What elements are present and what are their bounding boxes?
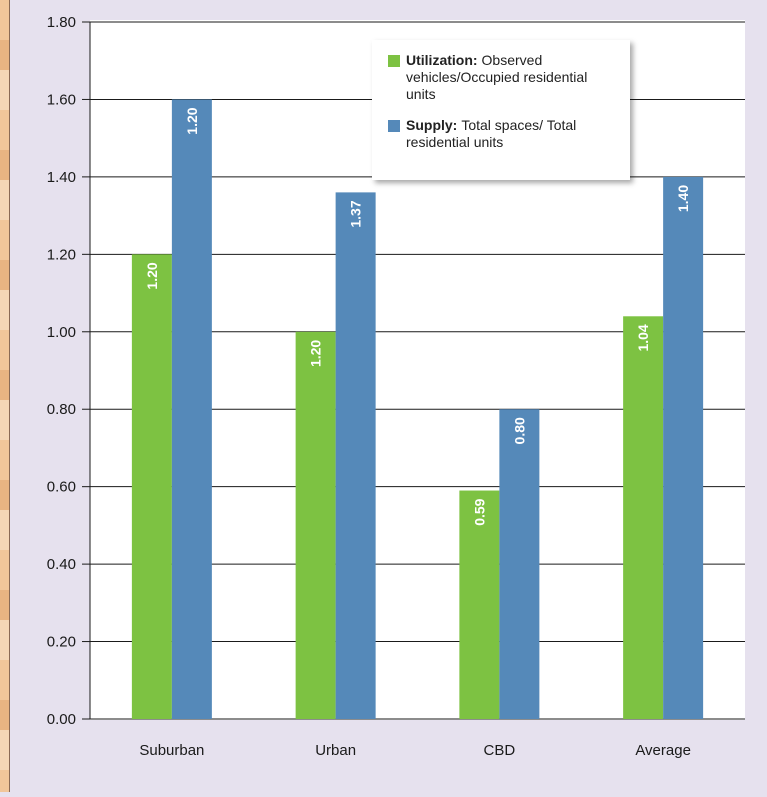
y-tick-label: 0.80: [47, 401, 76, 418]
bar-supply: [335, 192, 376, 719]
bar-labels: 1.20 1.20 1.20 1.37 0.59 0.80 1.04 1.40: [144, 107, 691, 526]
y-tick-label: 0.20: [47, 634, 76, 651]
chart-legend: Utilization: Observed vehicles/Occupied r…: [372, 40, 630, 180]
y-tick-label: 0.40: [47, 556, 76, 573]
x-category-label: Average: [635, 742, 691, 759]
x-category-label: CBD: [484, 742, 516, 759]
bar-utilization: [295, 331, 336, 719]
bar-utilization: [459, 490, 500, 719]
y-tick-label: 0.60: [47, 479, 76, 496]
bar-supply: [663, 176, 704, 719]
bar-supply: [171, 99, 212, 719]
y-tick-label: 1.40: [47, 169, 76, 186]
decorative-border-strip: [0, 0, 10, 792]
x-category-label: Urban: [315, 742, 356, 759]
y-tick-label: 1.00: [47, 324, 76, 341]
y-tick-label: 1.60: [47, 91, 76, 108]
legend-key-utilization: Utilization:: [406, 52, 478, 68]
bar-value-label: 1.20: [308, 340, 324, 367]
y-tick-label: 1.20: [47, 246, 76, 263]
x-category-label: Suburban: [139, 742, 204, 759]
bars: [131, 99, 704, 720]
bar-value-label: 1.20: [184, 107, 200, 134]
y-tick-label: 0.00: [47, 711, 76, 728]
bar-value-label: 1.40: [675, 185, 691, 212]
y-tick-label: 1.80: [47, 14, 76, 31]
legend-text-utilization: Observed vehicles/Occupied residential u…: [406, 52, 588, 102]
legend-key-supply: Supply:: [406, 117, 458, 133]
bar-value-label: 1.20: [144, 262, 160, 289]
legend-text-supply: Total spaces/ Total residential units: [406, 117, 577, 150]
bar-utilization: [623, 316, 664, 719]
legend-item-supply: Supply: Total spaces/ Total residential u…: [388, 117, 620, 151]
bar-supply: [499, 409, 540, 719]
bar-value-label: 0.59: [471, 498, 487, 525]
legend-swatch-supply: [388, 120, 400, 132]
x-axis: Suburban Urban CBD Average: [139, 742, 691, 759]
bar-utilization: [131, 254, 172, 720]
bar-value-label: 1.37: [348, 200, 364, 227]
legend-item-utilization: Utilization: Observed vehicles/Occupied r…: [388, 52, 620, 103]
bar-value-label: 0.80: [511, 417, 527, 444]
y-axis: 0.00 0.20 0.40 0.60 0.80 1.00 1.20 1.40 1.60 1.80: [47, 14, 91, 728]
legend-swatch-utilization: [388, 55, 400, 67]
bar-value-label: 1.04: [635, 324, 651, 351]
